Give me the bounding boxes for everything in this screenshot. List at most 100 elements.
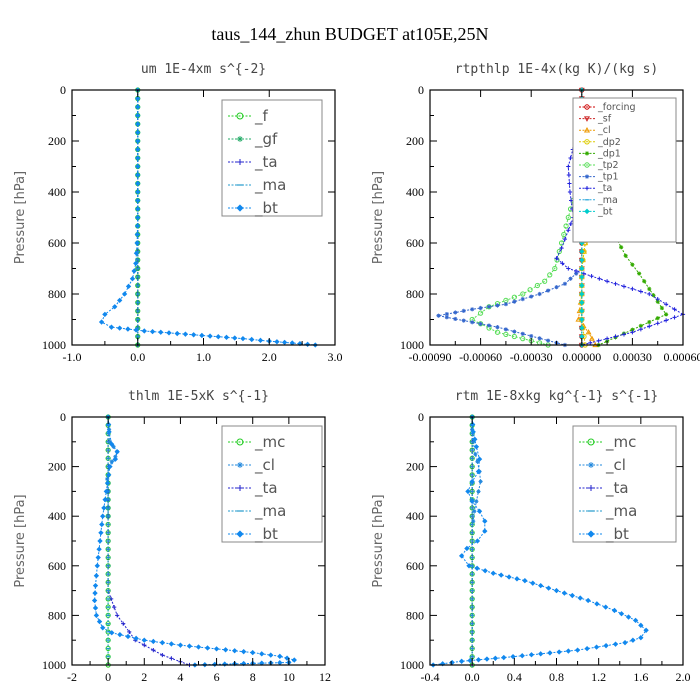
data-point-dp1	[630, 327, 635, 332]
data-point-bt	[510, 653, 516, 660]
data-point-dp1	[659, 305, 665, 311]
legend-label: _forcing	[597, 102, 636, 113]
legend-label: _tp1	[597, 172, 619, 183]
data-point-bt	[476, 456, 483, 462]
data-point-bt	[195, 644, 202, 650]
series-line-tp2	[471, 140, 583, 346]
data-point-tp1	[444, 315, 449, 320]
data-point-cl	[471, 519, 476, 524]
data-point-bt	[476, 508, 483, 514]
x-tick-label: 0.8	[549, 670, 564, 684]
data-point-ta	[568, 155, 573, 161]
data-point-bt	[577, 595, 583, 601]
data-point-bt	[519, 653, 525, 659]
data-point-ta	[566, 172, 571, 178]
data-point-bt	[101, 505, 107, 511]
y-tick-label: 0	[418, 410, 424, 424]
x-tick-label: 0.0	[130, 350, 145, 364]
data-point-bt	[501, 654, 507, 661]
data-point-bt	[135, 214, 141, 221]
data-point-dp1	[630, 262, 635, 267]
data-point-bt	[638, 622, 644, 628]
data-point-tp1	[554, 285, 559, 290]
data-point-ta	[596, 338, 601, 343]
data-point-cl	[105, 476, 110, 482]
data-point-ta	[573, 268, 579, 274]
data-point-bt	[104, 480, 111, 486]
data-point-tp2	[511, 333, 517, 340]
data-point-bt	[135, 172, 141, 178]
data-point-ta	[672, 307, 677, 312]
legend-marker-tp1	[584, 174, 590, 179]
x-tick-label: -0.00090	[409, 350, 452, 364]
data-point-ta	[672, 315, 677, 320]
data-point-bt	[565, 648, 572, 654]
data-point-bt	[250, 649, 256, 656]
data-point-bt	[102, 497, 108, 503]
data-point-bt	[133, 250, 140, 256]
data-point-bt	[103, 488, 110, 495]
data-point-bt	[482, 528, 488, 534]
x-tick-label: 0.0	[465, 670, 480, 684]
data-point-bt	[281, 339, 288, 346]
data-point-bt	[585, 597, 591, 604]
data-point-bt	[114, 449, 120, 455]
data-point-bt	[579, 274, 585, 280]
data-point-bt	[108, 324, 115, 330]
data-point-bt	[149, 328, 156, 335]
x-tick-label: 0.00000	[562, 350, 601, 364]
data-point-bt	[125, 326, 131, 332]
panel-title: rtm 1E-8xkg kg^{-1} s^{-1}	[455, 389, 659, 404]
data-point-bt	[240, 335, 246, 342]
data-point-tp2	[478, 310, 484, 316]
data-point-bt	[121, 291, 128, 297]
data-point-bt	[579, 299, 585, 306]
data-point-bt	[133, 635, 139, 642]
data-point-bt	[579, 316, 585, 323]
x-tick-label: -2	[67, 670, 77, 684]
data-point-bt	[186, 643, 193, 649]
data-point-bt	[547, 650, 553, 656]
legend-label: _tp2	[597, 160, 619, 171]
data-point-bt	[135, 138, 141, 144]
legend-marker-bt	[236, 530, 244, 538]
data-point-bt	[190, 332, 197, 338]
data-point-ta	[554, 256, 559, 261]
data-point-cl	[474, 499, 479, 504]
data-point-bt	[117, 631, 123, 638]
data-point-bt	[475, 657, 482, 663]
data-point-bt	[134, 223, 141, 229]
y-tick-label: 400	[48, 185, 66, 199]
data-point-bt	[135, 146, 141, 153]
data-point-tp2	[503, 331, 509, 337]
data-point-ta	[169, 656, 174, 661]
chart-panel-4: rtm 1E-8xkg kg^{-1} s^{-1} Pressure [hPa]…	[371, 389, 691, 684]
series-line-cl	[471, 417, 482, 522]
data-point-bt	[125, 283, 132, 290]
data-point-tp2	[561, 231, 567, 238]
data-point-tp2	[558, 240, 565, 246]
data-point-tp2	[527, 287, 533, 293]
data-point-bt	[213, 646, 220, 652]
data-point-ta	[630, 330, 635, 335]
data-point-bt	[268, 652, 274, 658]
data-point-bt	[96, 618, 103, 625]
legend-marker-bt	[584, 208, 590, 215]
data-point-bt	[530, 580, 536, 586]
legend-label: _f	[254, 107, 269, 126]
data-point-tp1	[512, 329, 517, 334]
x-tick-label: 1.6	[633, 670, 648, 684]
legend-marker-sf	[583, 116, 591, 122]
legend-marker-cl	[237, 462, 243, 468]
data-point-bt	[618, 611, 625, 617]
legend-box	[572, 97, 677, 243]
y-tick-label: 200	[48, 134, 66, 148]
data-point-bt	[117, 325, 123, 331]
data-point-bt	[97, 538, 103, 544]
legend-marker-f	[236, 112, 244, 120]
y-tick-label: 600	[406, 236, 424, 250]
data-point-bt	[92, 605, 99, 611]
data-point-bt	[470, 421, 476, 428]
data-point-bt	[498, 572, 504, 578]
legend-label: _ma	[254, 502, 286, 521]
